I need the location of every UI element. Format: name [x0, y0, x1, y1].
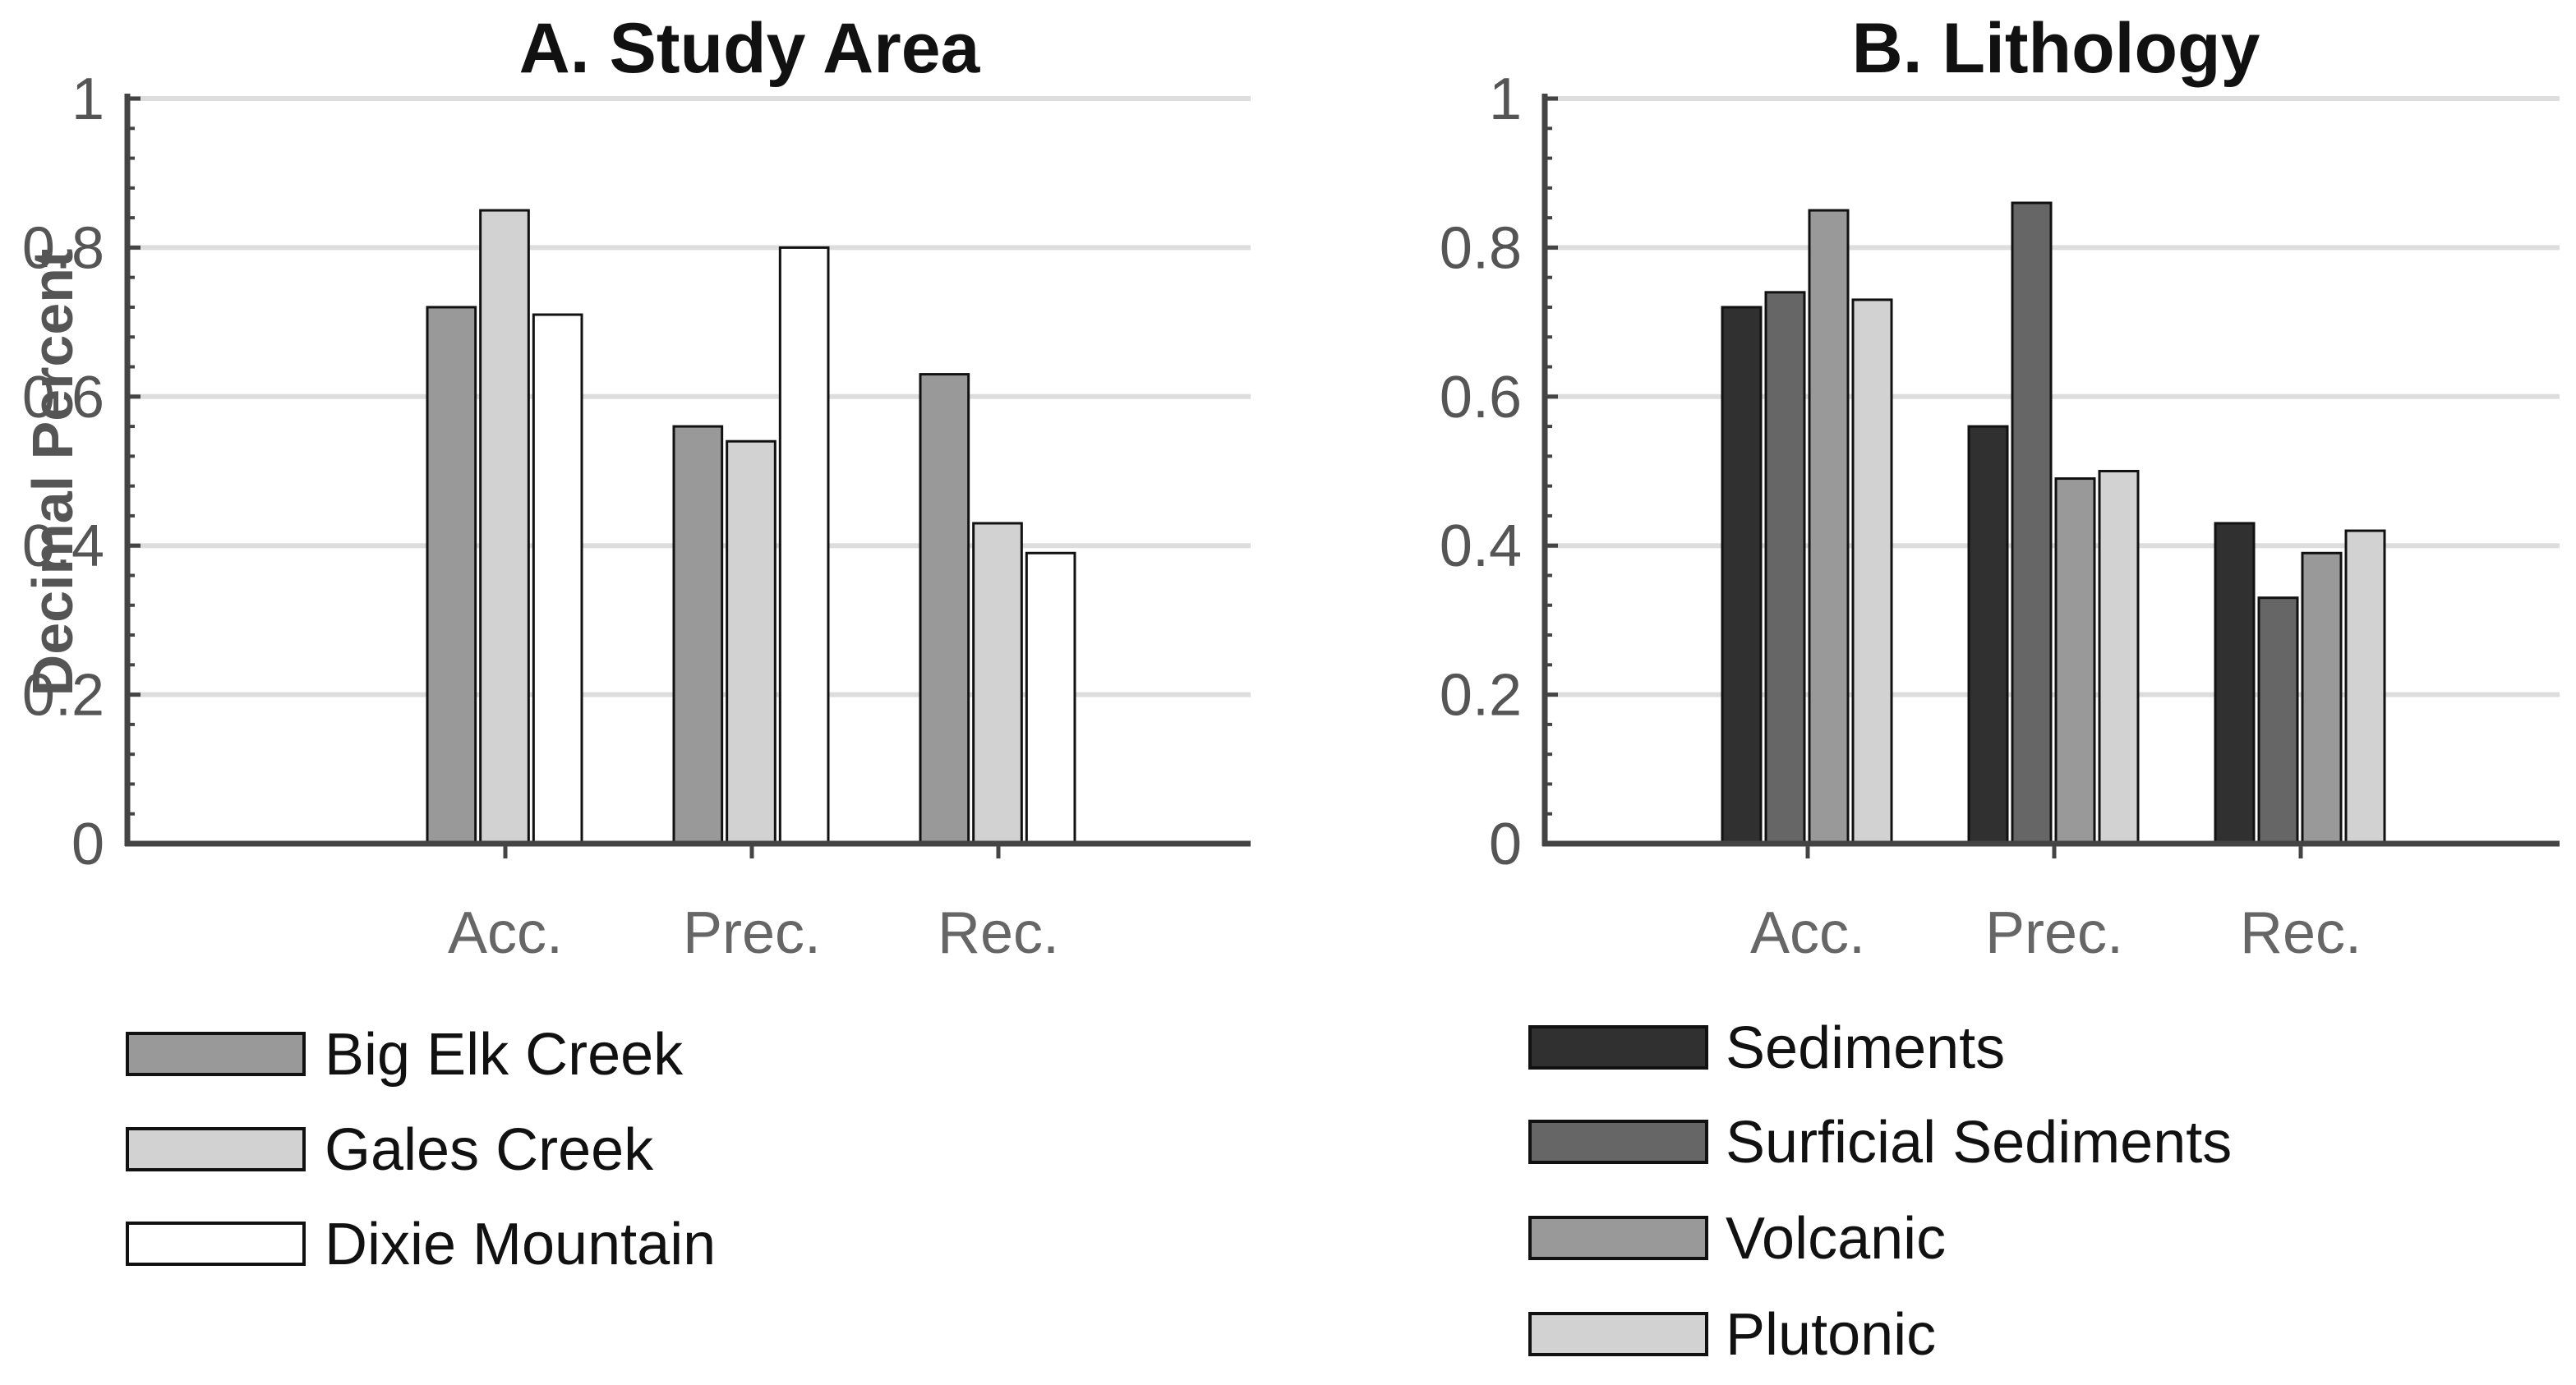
axes: [1541, 94, 2560, 858]
bar: [778, 246, 830, 845]
legend-label: Surficial Sediments: [1726, 1110, 2232, 1176]
x-category-label: Prec.: [1985, 900, 2123, 966]
bar: [1967, 425, 2009, 845]
legend-swatch: [1528, 1312, 1708, 1356]
axes: [124, 94, 1251, 858]
bar: [1808, 209, 1850, 845]
x-category-label: Acc.: [1750, 900, 1865, 966]
bar: [672, 425, 724, 845]
legend-swatch: [126, 1127, 306, 1171]
legend-label: Plutonic: [1726, 1302, 1936, 1368]
y-tick-labels: 0 0.2 0.4 0.6 0.8 1: [1440, 67, 1522, 877]
bar: [1764, 291, 1806, 845]
y-tick-label: 1: [71, 67, 104, 132]
bar: [2214, 522, 2256, 845]
x-category-label: Acc.: [448, 900, 563, 966]
bar: [479, 209, 530, 845]
y-tick-label: 0.8: [22, 215, 104, 281]
legend-label: Gales Creek: [325, 1117, 654, 1183]
legend-swatch: [126, 1032, 306, 1076]
y-tick-label: 0.4: [1440, 513, 1522, 579]
legend-swatch: [126, 1222, 306, 1266]
y-tick-label: 0.2: [22, 663, 104, 729]
bar: [972, 522, 1023, 845]
legend: Big Elk Creek Gales Creek Dixie Mountain: [126, 1022, 716, 1277]
y-tick-labels: 0 0.2 0.4 0.6 0.8 1: [22, 67, 104, 877]
panel-lithology: B. Lithology 0 0.2 0.4 0.6 0.8 1 Acc. Prec. Rec…: [1440, 9, 2560, 1368]
legend: Sediments Surficial Sediments Volcanic Plut…: [1528, 1015, 2232, 1368]
bar: [1851, 298, 1893, 845]
legend-swatch: [1528, 1025, 1708, 1070]
x-category-label: Rec.: [2240, 900, 2362, 966]
bar: [1025, 551, 1076, 845]
y-axis-label: Decimal Percent: [21, 249, 85, 697]
y-tick-label: 0: [1489, 812, 1522, 877]
bar: [1721, 306, 1763, 845]
x-category-labels: Acc. Prec. Rec.: [1750, 900, 2362, 966]
bar: [2054, 477, 2096, 845]
y-tick-label: 0.6: [1440, 365, 1522, 430]
bar: [919, 373, 970, 845]
legend-swatch: [1528, 1120, 1708, 1164]
bar: [2344, 529, 2386, 845]
bar: [2098, 470, 2140, 845]
y-tick-label: 0: [71, 812, 104, 877]
bars: [426, 209, 1076, 845]
legend-label: Sediments: [1726, 1015, 2005, 1081]
bar: [2011, 201, 2053, 845]
bars: [1721, 201, 2386, 845]
x-category-label: Rec.: [938, 900, 1059, 966]
chart-title: A. Study Area: [519, 9, 981, 88]
bar: [726, 439, 776, 845]
legend-label: Dixie Mountain: [325, 1212, 716, 1277]
bar: [2257, 596, 2299, 845]
y-tick-label: 0.2: [1440, 663, 1522, 729]
legend-swatch: [1528, 1216, 1708, 1260]
bar: [532, 313, 583, 845]
y-tick-label: 1: [1489, 67, 1522, 132]
x-category-label: Prec.: [683, 900, 821, 966]
bar: [426, 306, 477, 845]
y-tick-label: 0.8: [1440, 215, 1522, 281]
legend-label: Big Elk Creek: [325, 1022, 684, 1088]
y-tick-label: 0.4: [22, 513, 104, 579]
chart-title: B. Lithology: [1852, 9, 2260, 88]
x-category-labels: Acc. Prec. Rec.: [448, 900, 1059, 966]
bar: [2301, 551, 2343, 845]
panel-study-area: A. Study Area Decimal Percent 0 0.2 0.4 0.6…: [21, 9, 1251, 1277]
legend-label: Volcanic: [1726, 1206, 1946, 1272]
y-tick-label: 0.6: [22, 365, 104, 430]
